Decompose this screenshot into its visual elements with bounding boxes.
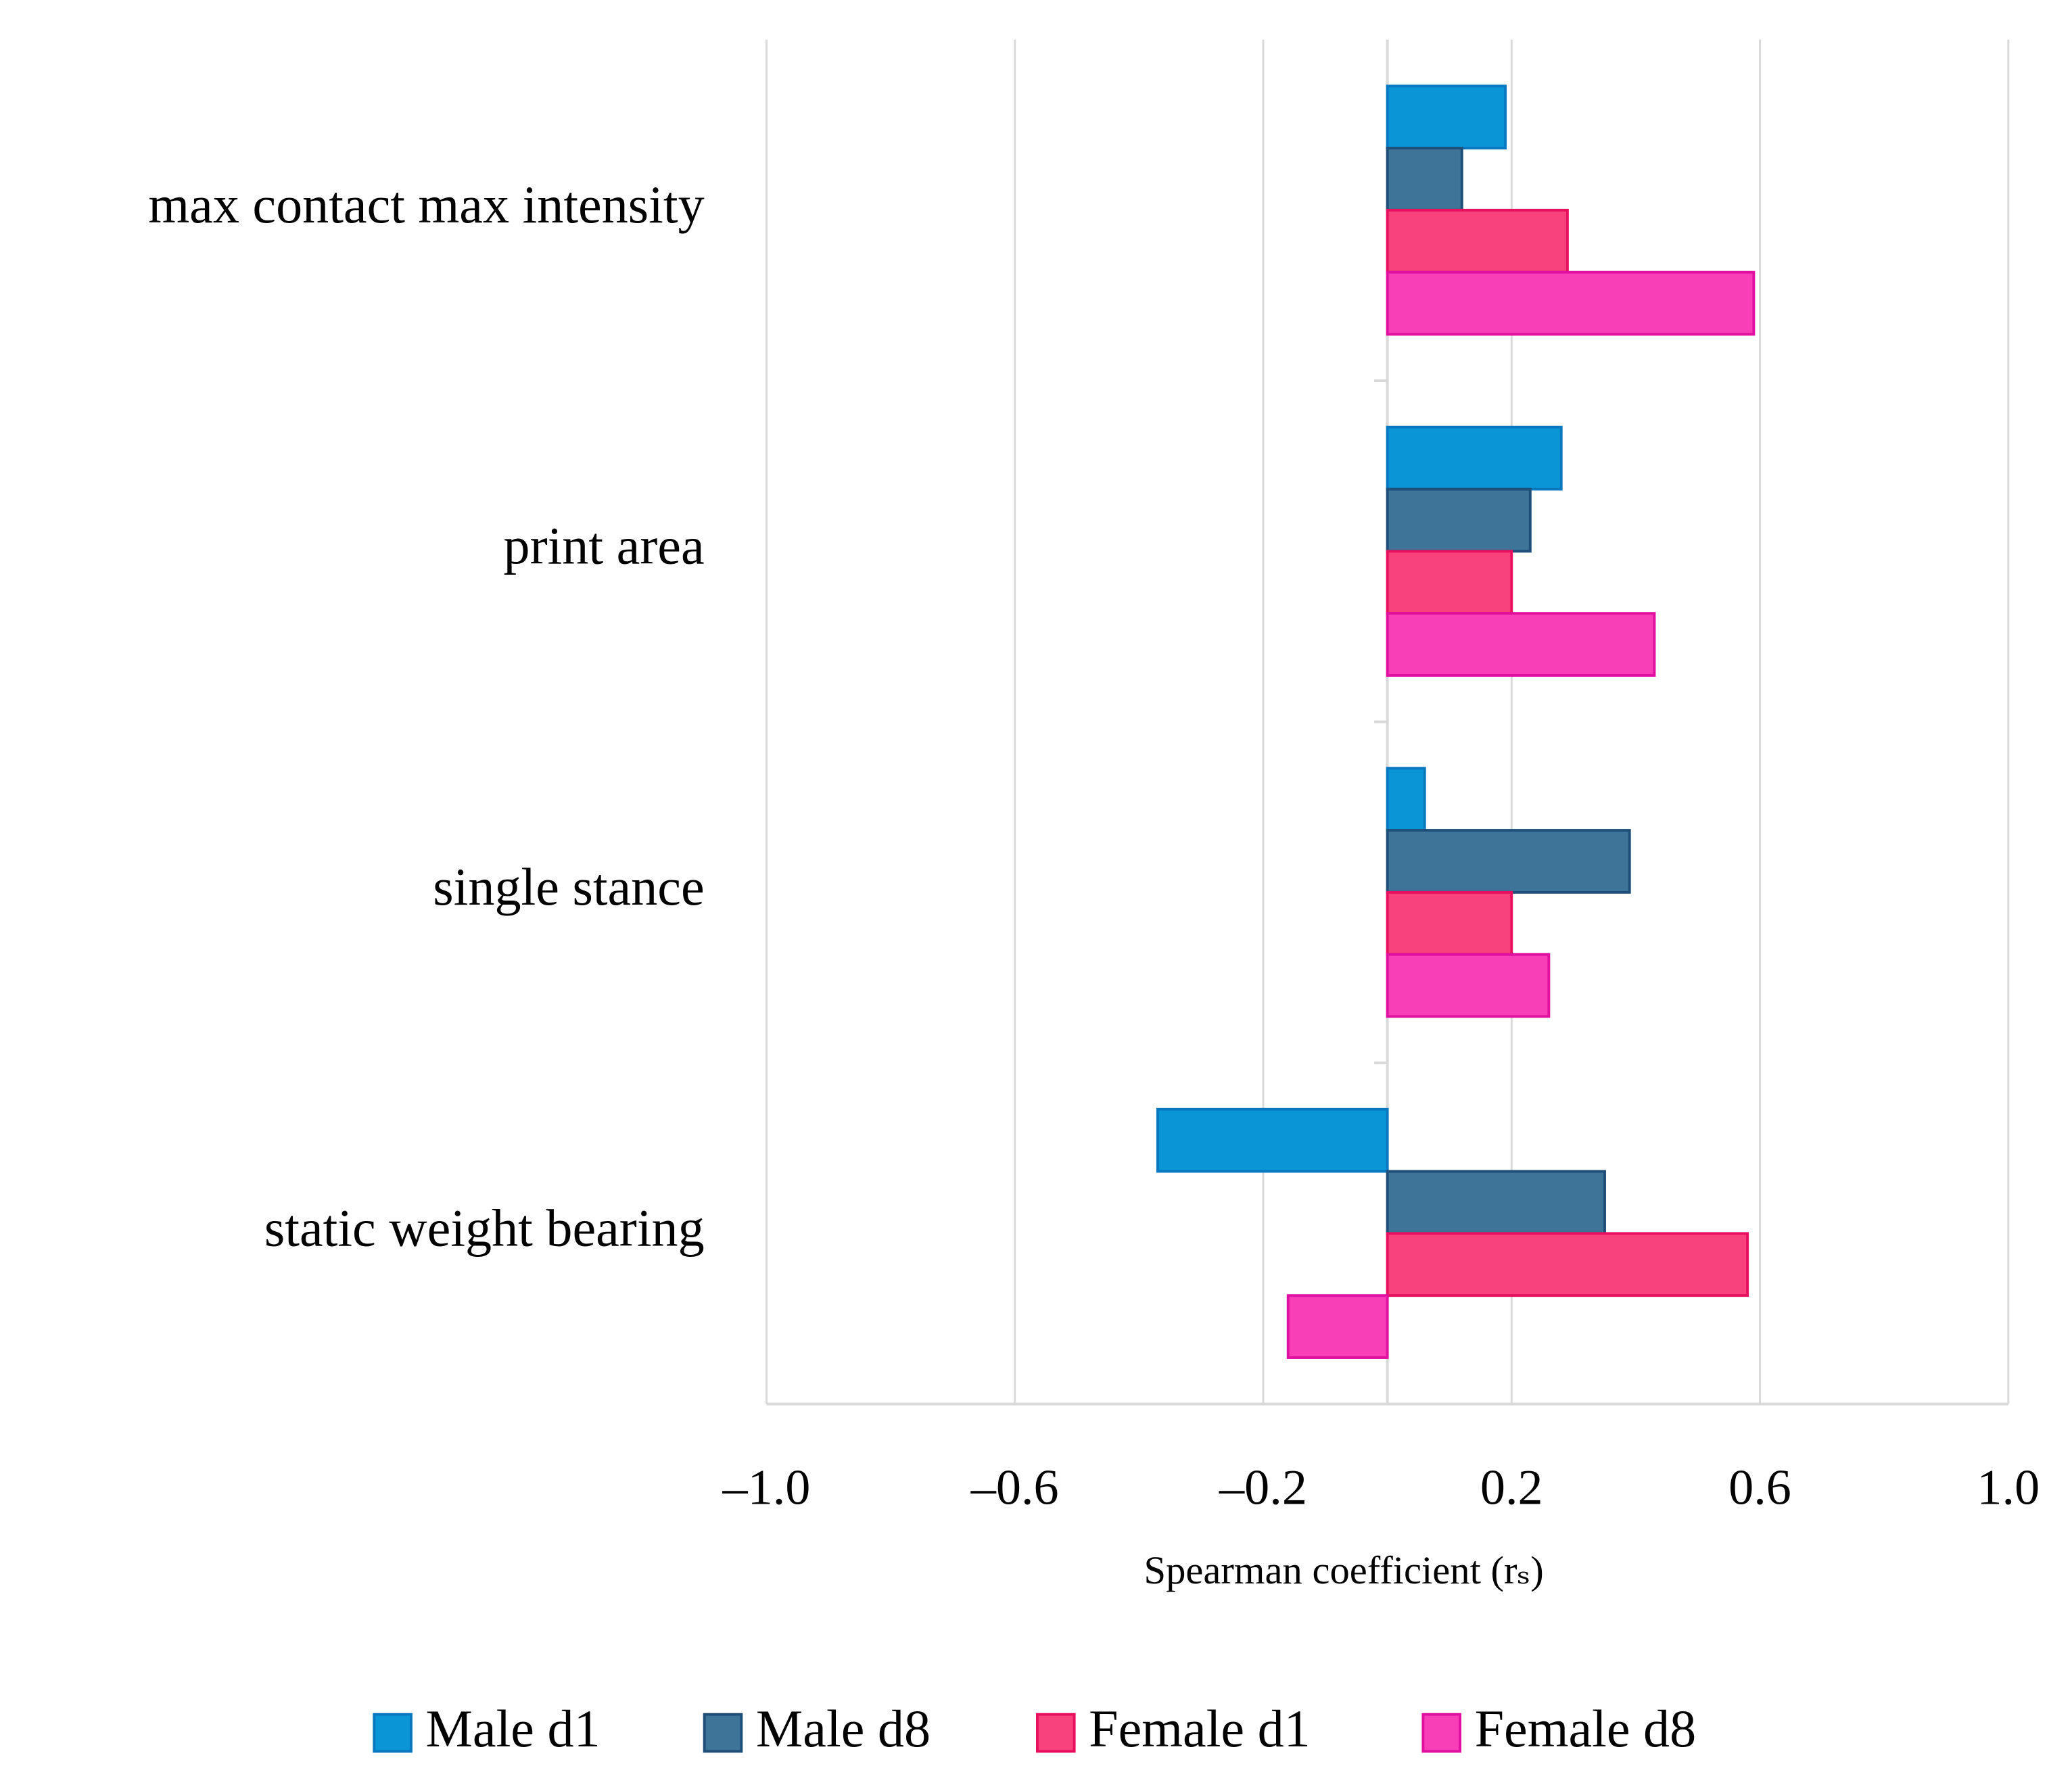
bar [1386, 953, 1551, 1018]
x-tick-label: –0.6 [970, 1460, 1059, 1516]
bar [1386, 487, 1532, 553]
legend-swatch [373, 1713, 413, 1753]
x-tick-label: 0.6 [1728, 1460, 1791, 1516]
legend-swatch [703, 1713, 743, 1753]
y-tick-label: print area [504, 516, 705, 575]
legend-label: Male d8 [756, 1699, 931, 1758]
bar [1386, 1170, 1606, 1235]
bar [1386, 829, 1631, 894]
legend-label: Male d1 [425, 1699, 600, 1758]
bar [1386, 550, 1513, 615]
bar [1386, 612, 1656, 677]
bar [1386, 890, 1513, 956]
x-tick-label: –0.2 [1219, 1460, 1307, 1516]
x-tick-label: –1.0 [722, 1460, 811, 1516]
legend-label: Female d8 [1475, 1699, 1697, 1758]
bar [1386, 270, 1756, 336]
bar [1386, 425, 1563, 491]
legend-swatch [1036, 1713, 1076, 1753]
legend-label: Female d1 [1089, 1699, 1311, 1758]
bar [1386, 85, 1507, 149]
legend-swatch [1421, 1713, 1462, 1753]
y-tick-label: single stance [433, 857, 704, 916]
bar [1386, 208, 1569, 274]
bar [1386, 767, 1426, 832]
x-axis-title: Spearman coefficient (rₛ) [1144, 1548, 1544, 1592]
bar [1386, 1232, 1749, 1297]
bar [1386, 147, 1463, 212]
y-tick-label: static weight bearing [264, 1198, 705, 1257]
x-tick-label: 0.2 [1480, 1460, 1543, 1516]
bar [1156, 1107, 1389, 1173]
y-tick-label: max contact max intensity [148, 175, 704, 234]
x-tick-label: 1.0 [1977, 1460, 2040, 1516]
bar [1286, 1294, 1389, 1359]
